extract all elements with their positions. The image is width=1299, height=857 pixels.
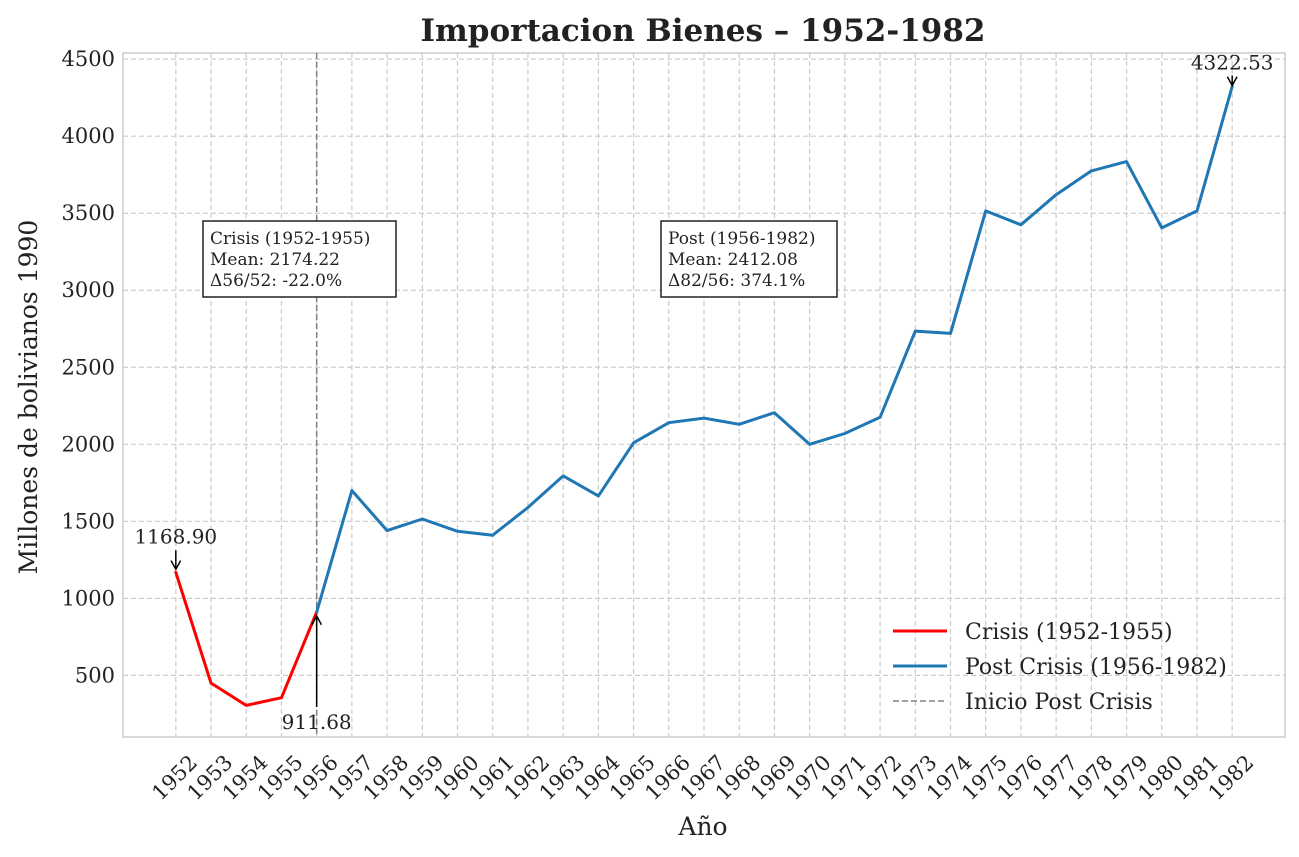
series-line-1 (174, 570, 319, 707)
x-axis-label: Año (677, 812, 727, 841)
legend-item-2: Post Crisis (1956-1982) (893, 655, 1227, 680)
y-tick-label: 3000 (62, 278, 115, 302)
series (174, 85, 1234, 707)
annotation-end-arrow-head (1226, 76, 1238, 88)
y-tick-label: 1000 (62, 586, 115, 610)
y-tick-label: 4500 (62, 47, 115, 71)
series-line-2 (315, 85, 1234, 614)
y-tick-label: 500 (75, 663, 115, 687)
y-tick-label: 4000 (62, 124, 115, 148)
y-tick-label: 2000 (62, 432, 115, 456)
chart-title: Importacion Bienes – 1952-1982 (421, 13, 986, 49)
y-tick-label: 2500 (62, 355, 115, 379)
annotation-start-arrow-head (170, 560, 182, 571)
stat-box-line: Δ82/56: 374.1% (668, 271, 805, 291)
annotation-1956-value: 911.68 (282, 710, 352, 734)
stat-box-line: Mean: 2174.22 (210, 250, 340, 270)
legend-label: Post Crisis (1956-1982) (965, 655, 1227, 680)
legend-label: Crisis (1952-1955) (965, 620, 1173, 645)
legend: Crisis (1952-1955) Post Crisis (1956-1982… (893, 620, 1227, 715)
stat-box-line: Crisis (1952-1955) (210, 229, 370, 249)
annotation-end-value: 4322.53 (1191, 51, 1274, 75)
stat-box-line: Δ56/52: -22.0% (210, 271, 342, 291)
plot-area-frame (122, 52, 1286, 738)
annotations: 1168.90 911.68 4322.53 (134, 51, 1273, 734)
stat-box-frame (202, 220, 397, 298)
stat-box-frame (660, 220, 838, 298)
y-tick-label: 1500 (62, 509, 115, 533)
y-axis-label: Millones de bolivianos 1990 (14, 220, 43, 575)
annotation-1956-arrow-head (311, 614, 323, 626)
legend-item-1: Crisis (1952-1955) (893, 620, 1173, 645)
legend-label: Inicio Post Crisis (965, 690, 1153, 715)
y-tick-label: 3500 (62, 201, 115, 225)
annotation-start-value: 1168.90 (134, 524, 217, 548)
stat-box-line: Mean: 2412.08 (668, 250, 798, 270)
y-axis-ticks: 500 1000 1500 2000 2500 3000 3500 4000 4500 (62, 47, 115, 687)
stat-box-line: Post (1956-1982) (668, 229, 815, 249)
legend-item-3: Inicio Post Crisis (893, 690, 1153, 715)
